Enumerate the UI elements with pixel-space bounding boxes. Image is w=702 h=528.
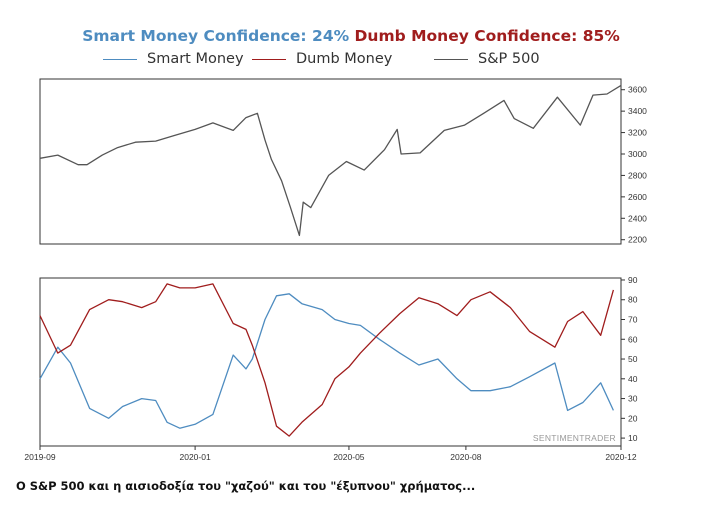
series-line-s-p-500 — [39, 84, 622, 237]
bottom-ytick-label-10: 10 — [628, 433, 638, 443]
xtick-label-2020-05: 2020-05 — [333, 452, 364, 462]
legend-item-dumb-money: Dumb Money — [252, 48, 392, 70]
top-ytick-label-3400: 3400 — [628, 106, 647, 116]
top-ytick-label-2400: 2400 — [628, 213, 647, 223]
bottom-ytick-label-20: 20 — [628, 413, 638, 423]
bottom-ytick-label-90: 90 — [628, 275, 638, 285]
top-ytick-label-3000: 3000 — [628, 149, 647, 159]
legend-label-dumb-money: Dumb Money — [296, 51, 393, 67]
bottom-ytick-label-80: 80 — [628, 295, 638, 305]
series-line-smart-money — [39, 293, 614, 429]
top-ytick-label-2800: 2800 — [628, 170, 647, 180]
top-ytick-label-2200: 2200 — [628, 235, 647, 245]
legend-swatch-smart-money — [103, 58, 137, 60]
bottom-series — [39, 283, 615, 437]
legend-label-smart-money: Smart Money — [147, 51, 244, 67]
top-ytick-label-3200: 3200 — [628, 128, 647, 138]
legend-item-sp500: S&P 500 — [434, 48, 540, 70]
x-axis: 2019-09 2020-01 2020-05 2020-08 2020-12 — [24, 446, 637, 462]
bottom-ytick-label-70: 70 — [628, 315, 638, 325]
top-ytick-label-3600: 3600 — [628, 85, 647, 95]
xtick-label-2019-09: 2019-09 — [24, 452, 55, 462]
top-series — [39, 84, 622, 237]
legend-swatch-sp500 — [434, 58, 468, 60]
legend-swatch-dumb-money — [252, 58, 286, 60]
bottom-ytick-label-30: 30 — [628, 394, 638, 404]
bottom-y-axis: 10 20 30 40 50 60 70 80 90 — [621, 275, 638, 443]
xtick-label-2020-12: 2020-12 — [605, 452, 636, 462]
top-y-axis: 2200 2400 2600 2800 3000 3200 3400 3600 — [621, 85, 647, 245]
caption: Ο S&P 500 και η αισιοδοξία του "χαζού" κ… — [16, 479, 476, 493]
chart-title: Smart Money Confidence: 24% Dumb Money C… — [0, 27, 702, 45]
legend-item-smart-money: Smart Money — [103, 48, 244, 70]
chart-canvas: 2200 2400 2600 2800 3000 3200 3400 3600 10 20 30 4… — [24, 78, 647, 462]
legend-label-sp500: S&P 500 — [478, 51, 540, 67]
xtick-label-2020-01: 2020-01 — [180, 452, 211, 462]
bottom-ytick-label-60: 60 — [628, 334, 638, 344]
xtick-label-2020-08: 2020-08 — [450, 452, 481, 462]
smart-money-confidence-title: Smart Money Confidence: 24% — [82, 27, 350, 45]
top-panel-frame — [39, 78, 622, 245]
dumb-money-confidence-title: Dumb Money Confidence: 85% — [354, 27, 620, 45]
legend: Smart Money Dumb Money S&P 500 — [0, 48, 702, 70]
watermark: SENTIMENTRADER — [533, 433, 616, 443]
top-ytick-label-2600: 2600 — [628, 192, 647, 202]
bottom-panel-frame — [39, 277, 622, 447]
bottom-ytick-label-50: 50 — [628, 354, 638, 364]
bottom-ytick-label-40: 40 — [628, 374, 638, 384]
series-line-dumb-money — [39, 283, 615, 437]
